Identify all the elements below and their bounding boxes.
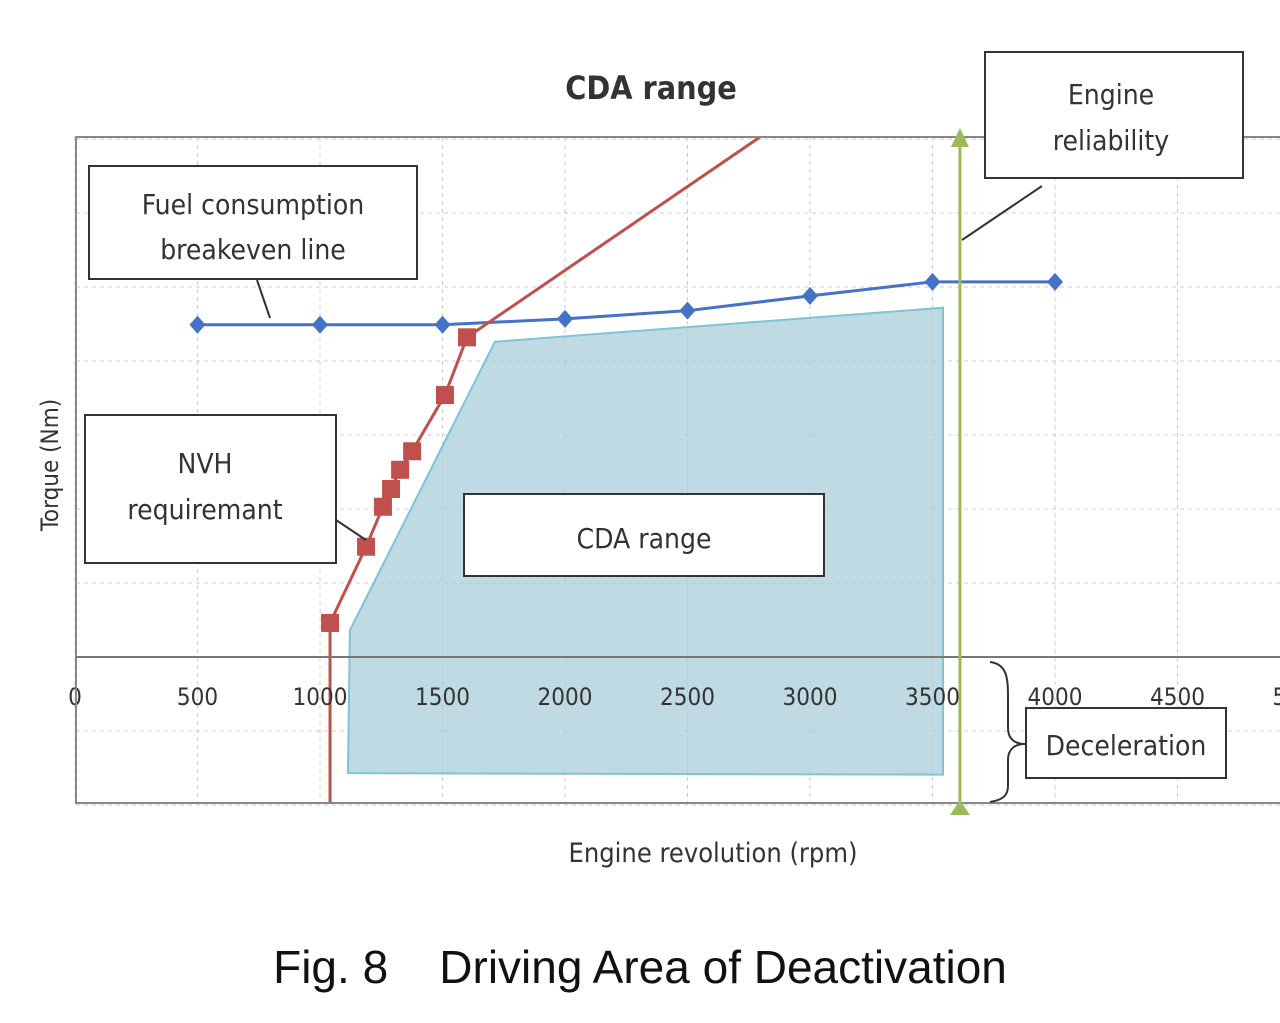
brace-icon xyxy=(989,661,1026,803)
deceleration-label: Deceleration xyxy=(1046,729,1207,762)
nvh-point xyxy=(382,480,401,499)
fuel-breakeven-point xyxy=(802,286,818,305)
x-tick-label: 2500 xyxy=(660,683,715,711)
fuel-breakeven-point xyxy=(679,301,696,320)
fuel-breakeven-point xyxy=(1047,272,1063,291)
nvh-annotation-line2: requiremant xyxy=(127,493,282,526)
arrow-up-icon xyxy=(950,128,969,147)
x-tick-label: 2000 xyxy=(538,683,593,711)
nvh-point xyxy=(373,497,392,516)
fuel-breakeven-point xyxy=(189,315,206,334)
nvh-annotation: NVH requiremant xyxy=(84,414,367,564)
cda-range-label: CDA range xyxy=(577,522,712,555)
x-axis-label: Engine revolution (rpm) xyxy=(569,838,858,869)
x-tick-label: 5000 xyxy=(1273,683,1280,711)
nvh-annotation-line1: NVH xyxy=(177,447,232,480)
x-tick-labels: 0500100015002000250030003500400045005000 xyxy=(68,683,1280,711)
x-tick-label: 1500 xyxy=(415,683,470,711)
fuel-breakeven-point xyxy=(924,272,941,291)
deceleration-annotation: Deceleration xyxy=(989,661,1227,803)
x-tick-label: 4500 xyxy=(1150,683,1205,711)
fuel-breakeven-line xyxy=(197,280,1055,327)
nvh-point xyxy=(435,386,454,405)
x-tick-label: 3500 xyxy=(905,683,960,711)
fuel-breakeven-point xyxy=(434,315,451,334)
plot-frame xyxy=(75,136,1280,804)
engine-reliability-line xyxy=(949,128,970,815)
nvh-point xyxy=(458,328,476,347)
fuel-annotation-line2: breakeven line xyxy=(160,233,346,266)
chart-title: CDA range xyxy=(565,69,737,107)
x-tick-label: 500 xyxy=(177,683,218,711)
x-tick-label: 4000 xyxy=(1028,683,1083,711)
x-tick-label: 1000 xyxy=(293,683,348,711)
nvh-point xyxy=(357,537,376,556)
reliability-annotation-line2: reliability xyxy=(1053,124,1170,157)
fuel-breakeven-annotation: Fuel consumption breakeven line xyxy=(88,165,418,319)
arrow-base-icon xyxy=(949,800,970,815)
reliability-annotation-line1: Engine xyxy=(1068,78,1154,111)
fuel-annotation-line1: Fuel consumption xyxy=(142,188,365,221)
nvh-point xyxy=(403,442,422,461)
nvh-point xyxy=(321,613,340,632)
engine-reliability-annotation: Engine reliability xyxy=(961,51,1244,241)
series xyxy=(189,135,1063,803)
x-tick-label: 3000 xyxy=(783,683,838,711)
fuel-breakeven-point xyxy=(557,309,573,328)
nvh-point xyxy=(391,460,410,479)
figure-caption: Fig. 8 Driving Area of Deactivation xyxy=(273,941,1007,993)
fuel-breakeven-point xyxy=(312,315,328,334)
cda-range-annotation: CDA range xyxy=(463,493,825,577)
y-axis-label: Torque (Nm) xyxy=(36,399,64,532)
nvh-line xyxy=(328,135,761,803)
